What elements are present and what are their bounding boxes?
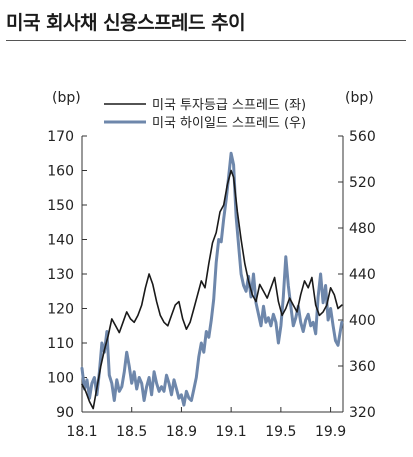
x-tick-label: 18.1	[66, 424, 97, 440]
left-tick-label: 140	[47, 233, 74, 249]
left-axis-unit: (bp)	[52, 90, 81, 106]
right-axis-unit: (bp)	[345, 90, 374, 106]
chart-title: 미국 회사채 신용스프레드 추이	[6, 12, 246, 34]
left-tick-label: 90	[56, 405, 74, 421]
x-tick-label: 19.1	[216, 424, 247, 440]
left-tick-label: 170	[47, 129, 74, 145]
x-tick-label: 18.5	[116, 424, 147, 440]
chart-axes: 90 100 110 120 130 140 150 160 170 320 360 400 440 48…	[47, 90, 375, 440]
left-tick-label: 100	[47, 371, 74, 387]
right-tick-label: 400	[349, 313, 376, 329]
x-tick-label: 19.9	[315, 424, 346, 440]
left-tick-label: 110	[47, 336, 74, 352]
high-yield-spread-line	[80, 151, 344, 407]
left-tick-label: 130	[47, 267, 74, 283]
series-layer	[80, 151, 344, 410]
x-tick-label: 19.5	[265, 424, 296, 440]
right-tick-label: 320	[349, 405, 376, 421]
investment-grade-spread-line	[81, 169, 343, 410]
legend-label-high-yield: 미국 하이일드 스프레드 (우)	[152, 116, 306, 131]
left-tick-label: 120	[47, 302, 74, 318]
right-tick-label: 560	[349, 129, 376, 145]
left-tick-label: 150	[47, 198, 74, 214]
right-tick-label: 520	[349, 175, 376, 191]
right-tick-label: 480	[349, 221, 376, 237]
legend-label-investment-grade: 미국 투자등급 스프레드 (좌)	[152, 98, 306, 113]
chart-legend: 미국 투자등급 스프레드 (좌) 미국 하이일드 스프레드 (우)	[104, 98, 306, 131]
x-tick-label: 18.9	[166, 424, 197, 440]
right-tick-label: 360	[349, 359, 376, 375]
title-divider	[6, 40, 406, 41]
right-tick-label: 440	[349, 267, 376, 283]
left-tick-label: 160	[47, 164, 74, 180]
